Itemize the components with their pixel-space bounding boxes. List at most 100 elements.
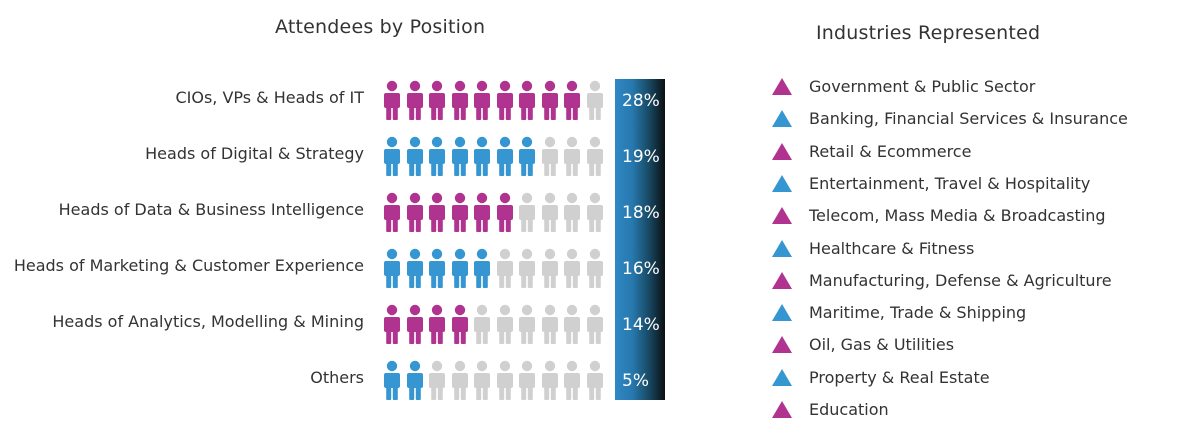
pictograph-row: Heads of Analytics, Modelling & Mining (0, 302, 620, 346)
person-icon (541, 304, 558, 344)
person-icon (519, 136, 535, 176)
person-icon (541, 248, 558, 288)
person-icon (519, 360, 535, 400)
person-icon (564, 192, 580, 232)
person-icon (519, 304, 535, 344)
legend-label: Retail & Ecommerce (809, 141, 972, 161)
legend-label: Government & Public Sector (809, 77, 1036, 96)
percentage-label: 19% (622, 147, 660, 167)
person-icon (429, 304, 445, 344)
legend-label: Telecom, Mass Media & Broadcasting (809, 206, 1106, 226)
person-icon (496, 248, 513, 288)
pictograph-row: Heads of Data & Business Intelligence (0, 190, 620, 234)
person-icon (451, 80, 468, 120)
triangle-icon (772, 336, 792, 354)
legend-item: Property & Real Estate (770, 363, 1190, 391)
person-icon (384, 80, 400, 120)
person-icon (541, 80, 558, 120)
person-icon (451, 248, 468, 288)
triangle-icon (772, 78, 792, 95)
person-icon (429, 248, 445, 288)
row-label: Others (310, 368, 364, 387)
person-icon (451, 192, 468, 232)
legend-item: Government & Public Sector (770, 72, 1190, 100)
person-icon (564, 136, 580, 176)
person-icon (496, 136, 513, 176)
person-icon (496, 80, 513, 120)
legend-label: Education (809, 400, 889, 419)
person-icon (564, 304, 580, 344)
triangle-icon (772, 304, 792, 322)
person-icon (586, 248, 603, 288)
person-icon (384, 248, 400, 288)
triangle-icon (772, 207, 792, 225)
legend-item: Retail & Ecommerce (770, 137, 1190, 165)
pictograph-chart: CIOs, VPs & Heads of IT Heads of Digital … (0, 78, 620, 402)
legend-item: Education (770, 395, 1190, 423)
legend-label: Manufacturing, Defense & Agriculture (809, 270, 1112, 290)
pictograph-row: Heads of Marketing & Customer Experience (0, 246, 620, 290)
pictograph-row: Others (0, 358, 620, 402)
person-icon (541, 360, 558, 400)
person-icon (384, 192, 400, 232)
percentage-label: 5% (622, 371, 649, 391)
legend-item: Oil, Gas & Utilities (770, 330, 1190, 358)
person-icon (519, 192, 535, 232)
triangle-icon (772, 239, 792, 257)
person-icon (429, 136, 445, 176)
row-label: CIOs, VPs & Heads of IT (175, 88, 364, 107)
person-icon (429, 80, 445, 120)
row-label: Heads of Marketing & Customer Experience (13, 256, 364, 275)
percentage-label: 14% (622, 315, 660, 335)
percentage-bar (615, 79, 665, 400)
person-icon (519, 80, 535, 120)
triangle-icon (772, 142, 792, 160)
person-icon (474, 192, 490, 232)
pictograph-row: CIOs, VPs & Heads of IT (0, 78, 620, 122)
person-icon (541, 136, 558, 176)
legend-item: Healthcare & Fitness (770, 234, 1190, 262)
person-icon (586, 80, 603, 120)
person-icon (406, 360, 423, 400)
person-icon (564, 80, 580, 120)
person-icon (496, 192, 513, 232)
person-icon (474, 248, 490, 288)
legend-item: Maritime, Trade & Shipping (770, 298, 1190, 326)
person-icon (586, 192, 603, 232)
person-icon (406, 192, 423, 232)
person-icon (474, 80, 490, 120)
percentage-label: 28% (622, 91, 660, 111)
chart-title-attendees: Attendees by Position (275, 16, 486, 38)
row-label: Heads of Data & Business Intelligence (58, 200, 364, 219)
person-icon (451, 136, 468, 176)
row-label: Heads of Analytics, Modelling & Mining (52, 312, 364, 331)
person-icon (406, 248, 423, 288)
person-icon (429, 360, 445, 400)
pictograph-row: Heads of Digital & Strategy (0, 134, 620, 178)
person-icon (586, 136, 603, 176)
person-icon (474, 136, 490, 176)
triangle-icon (772, 110, 792, 128)
legend-item: Manufacturing, Defense & Agriculture (770, 266, 1190, 294)
chart-title-industries: Industries Represented (816, 22, 1041, 44)
legend-label: Maritime, Trade & Shipping (809, 303, 1027, 323)
legend-label: Entertainment, Travel & Hospitality (809, 173, 1091, 193)
percentage-label: 16% (622, 259, 660, 279)
legend-item: Entertainment, Travel & Hospitality (770, 169, 1190, 197)
triangle-icon (772, 271, 792, 289)
person-icon (406, 80, 423, 120)
person-icon (564, 360, 580, 400)
person-icon (474, 304, 490, 344)
triangle-icon (772, 401, 792, 418)
legend-label: Property & Real Estate (809, 367, 990, 387)
person-icon (406, 136, 423, 176)
person-icon (406, 304, 423, 344)
legend-item: Banking, Financial Services & Insurance (770, 104, 1190, 132)
person-icon (384, 360, 400, 400)
percentage-label: 18% (622, 203, 660, 223)
person-icon (429, 192, 445, 232)
person-icon (451, 304, 468, 344)
person-icon (586, 360, 603, 400)
person-icon (384, 304, 400, 344)
person-icon (586, 304, 603, 344)
